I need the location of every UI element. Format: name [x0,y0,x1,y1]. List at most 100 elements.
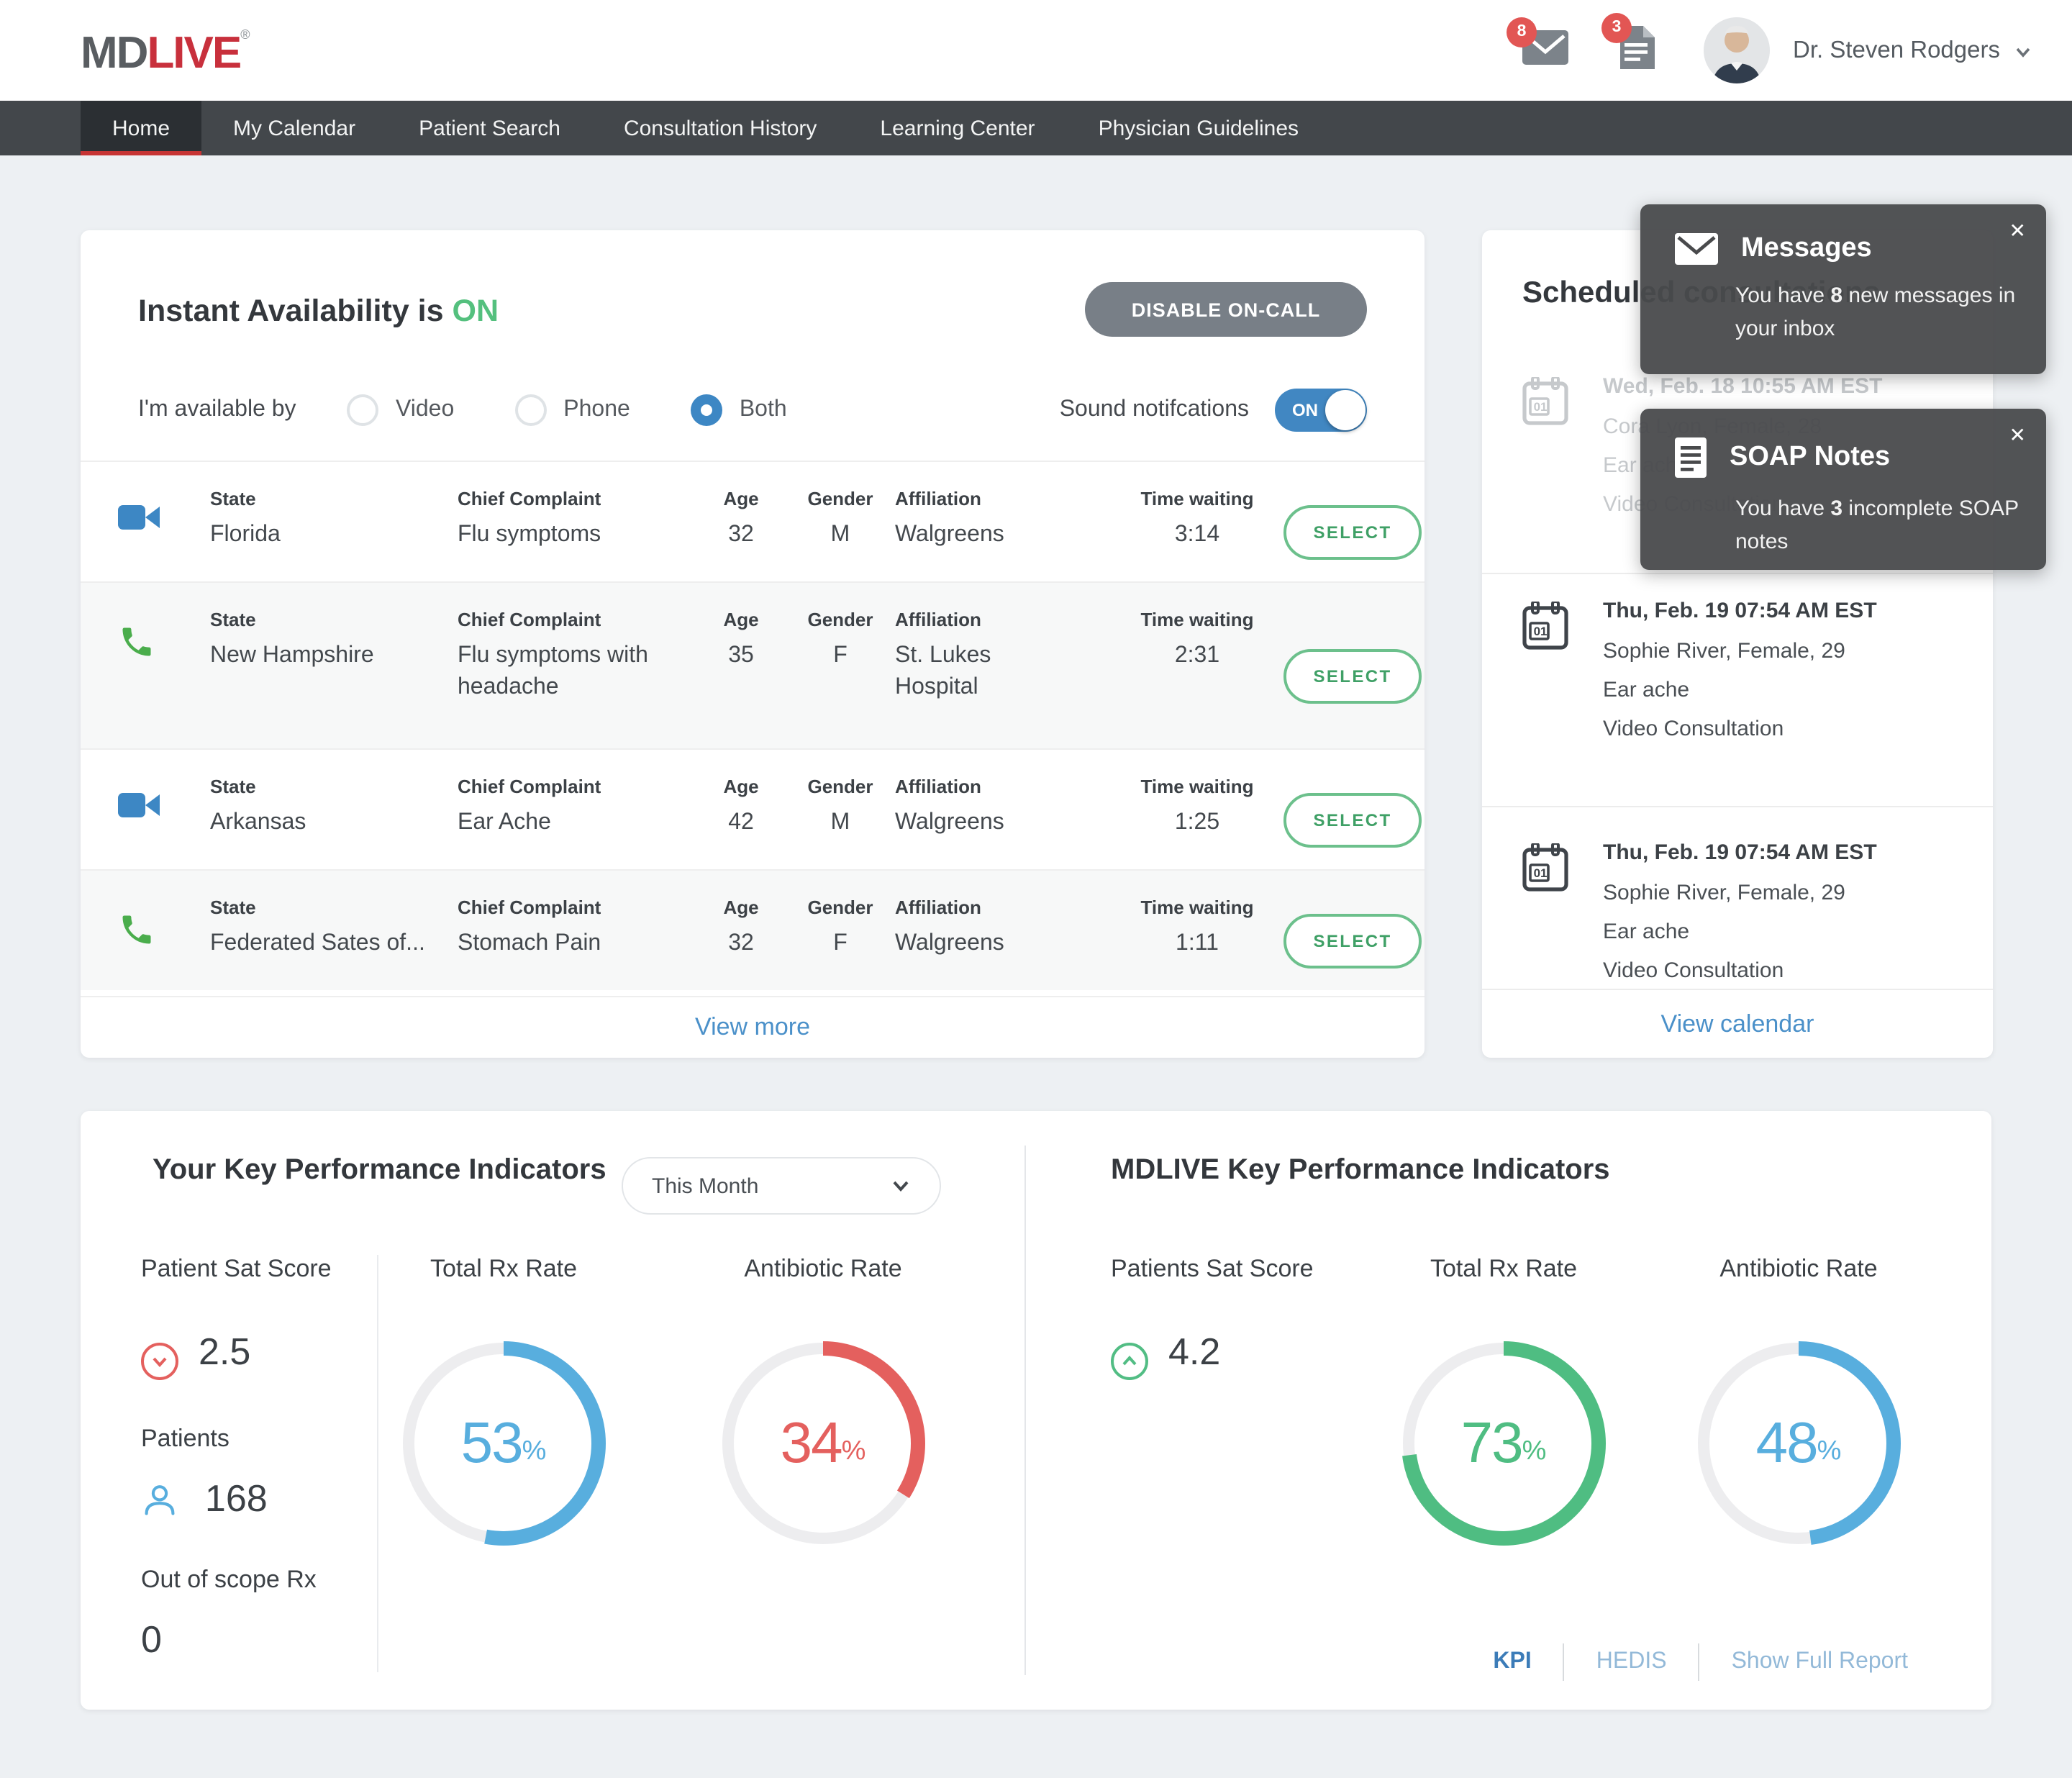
svg-text:01: 01 [1534,400,1548,414]
patients-sat-stat: 4.2 [1111,1330,1220,1380]
divider [1482,806,1993,807]
antibiotic-donut: 34% [715,1335,931,1551]
select-button[interactable]: SELECT [1283,792,1422,847]
soap-notes-toast: ✕ SOAP Notes You have 3 incomplete SOAP … [1640,409,2046,570]
mdlive-antibiotic-donut: 48% [1691,1335,1907,1551]
toast-title: SOAP Notes [1730,442,1890,473]
queue-row: StateArkansas Chief ComplaintEar Ache Ag… [81,748,1424,869]
entry-complaint: Ear ache [1603,920,1970,944]
video-icon [118,502,161,532]
soap-notes-icon [1675,437,1707,478]
entry-datetime: Wed, Feb. 18 10:55 AM EST [1603,374,1970,399]
wait-cell: Time waiting1:25 [1111,770,1283,869]
nav-tab-my-calendar[interactable]: My Calendar [201,101,387,155]
calendar-icon: 01 [1522,843,1568,899]
select-button[interactable]: SELECT [1283,913,1422,968]
svg-text:01: 01 [1534,625,1548,638]
person-icon [141,1500,185,1524]
toggle-knob [1325,390,1366,430]
radio-circle [347,394,378,426]
out-of-scope-value: 0 [141,1618,162,1662]
view-more-link[interactable]: View more [81,996,1424,1058]
main-nav: Home My Calendar Patient Search Consulta… [0,101,2072,155]
queue-row: StateNew Hampshire Chief ComplaintFlu sy… [81,581,1424,748]
hedis-link[interactable]: HEDIS [1563,1643,1699,1681]
availability-status: ON [453,294,499,328]
divider [1024,1146,1026,1675]
divider [1482,573,1993,574]
consult-type-icon [118,770,210,869]
view-calendar-link[interactable]: View calendar [1482,989,1993,1058]
show-full-report-link[interactable]: Show Full Report [1699,1643,1940,1681]
trend-up-icon [1111,1343,1148,1380]
schedule-entry[interactable]: 01 Thu, Feb. 19 07:54 AM EST Sophie Rive… [1482,599,1993,756]
age-cell: Age32 [696,891,786,990]
antibiotic-label: Antibiotic Rate [1719,1255,1877,1284]
messages-badge: 8 [1507,17,1537,47]
mdlive-logo[interactable]: MDLIVE® [81,27,249,79]
disable-on-call-button[interactable]: DISABLE ON-CALL [1085,282,1367,337]
nav-tab-physician-guidelines[interactable]: Physician Guidelines [1067,101,1331,155]
logo-registered-mark: ® [240,27,248,42]
sound-notifications-label: Sound notifcations [1060,389,1249,432]
chevron-down-icon[interactable] [2014,42,2032,59]
kpi-footer-links: KPI HEDIS Show Full Report [1461,1638,1940,1687]
age-cell: Age32 [696,482,786,581]
trend-down-icon [141,1343,178,1380]
sound-notifications-toggle[interactable]: ON [1275,389,1367,432]
wait-cell: Time waiting1:11 [1111,891,1283,990]
queue-row: StateFederated Sates of... Chief Complai… [81,869,1424,990]
svg-text:01: 01 [1534,866,1548,880]
age-cell: Age35 [696,603,786,748]
select-button[interactable]: SELECT [1283,648,1422,703]
entry-patient: Sophie River, Female, 29 [1603,881,1970,905]
nav-tab-home[interactable]: Home [81,101,201,155]
close-icon[interactable]: ✕ [2009,219,2026,243]
mdlive-kpi-title: MDLIVE Key Performance Indicators [1111,1154,1610,1187]
patients-sat-label: Patients Sat Score [1111,1255,1314,1284]
chevron-down-icon [891,1176,911,1196]
video-icon [118,790,161,820]
kpi-link[interactable]: KPI [1461,1643,1563,1681]
nav-tab-learning-center[interactable]: Learning Center [848,101,1066,155]
patient-queue: StateFlorida Chief ComplaintFlu symptoms… [81,461,1424,990]
availability-card: Instant Availability is ON DISABLE ON-CA… [81,230,1424,1058]
complaint-cell: Chief ComplaintEar Ache [458,770,696,869]
radio-phone[interactable]: Phone [514,394,630,426]
user-avatar[interactable] [1704,17,1770,83]
toast-body: You have 8 new messages in your inbox [1735,279,2020,345]
gender-cell: GenderF [786,891,895,990]
state-cell: StateFlorida [210,482,458,581]
close-icon[interactable]: ✕ [2009,423,2026,448]
nav-tab-patient-search[interactable]: Patient Search [387,101,592,155]
schedule-entry[interactable]: 01 Thu, Feb. 19 07:54 AM EST Sophie Rive… [1482,840,1993,997]
radio-circle [691,394,722,426]
radio-both[interactable]: Both [691,394,787,426]
user-name[interactable]: Dr. Steven Rodgers [1793,37,2000,64]
select-button[interactable]: SELECT [1283,504,1422,559]
logo-md: MD [81,27,147,78]
patient-sat-stat: 2.5 [141,1330,250,1380]
total-rx-label: Total Rx Rate [430,1255,577,1284]
consult-type-icon [118,603,210,748]
messages-button[interactable]: 8 [1522,30,1568,71]
state-cell: StateFederated Sates of... [210,891,458,990]
nav-tab-consultation-history[interactable]: Consultation History [592,101,848,155]
state-cell: StateNew Hampshire [210,603,458,748]
phone-icon [118,623,155,661]
wait-cell: Time waiting2:31 [1111,603,1283,748]
soap-notes-badge: 3 [1601,12,1632,42]
calendar-icon: 01 [1522,602,1568,658]
affiliation-cell: AffiliationWalgreens [895,891,1111,990]
entry-datetime: Thu, Feb. 19 07:54 AM EST [1603,599,1970,623]
consult-type-icon [118,891,210,990]
availability-title: Instant Availability is ON [138,294,499,330]
entry-datetime: Thu, Feb. 19 07:54 AM EST [1603,840,1970,865]
period-select[interactable]: This Month [622,1157,941,1215]
soap-notes-button[interactable]: 3 [1617,25,1655,76]
radio-video[interactable]: Video [347,394,454,426]
radio-circle [514,394,546,426]
your-kpi-title: Your Key Performance Indicators [153,1154,606,1187]
antibiotic-label: Antibiotic Rate [744,1255,901,1284]
messages-toast: ✕ Messages You have 8 new messages in yo… [1640,204,2046,374]
